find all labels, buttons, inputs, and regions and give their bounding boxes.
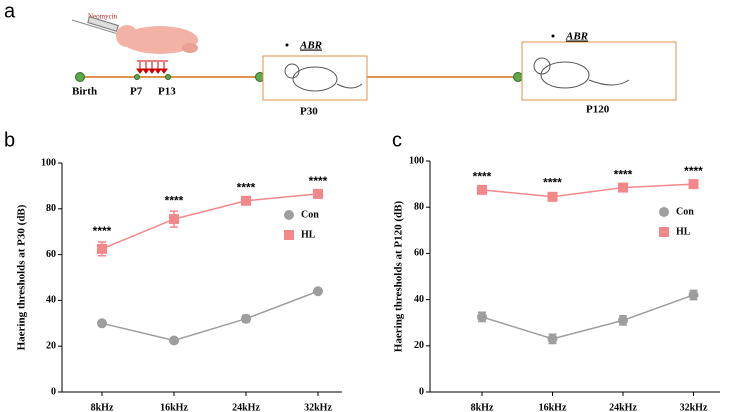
- y-tick-label: 40: [46, 295, 56, 306]
- x-tick-label: 16kHz: [539, 402, 567, 412]
- legend-marker: [284, 210, 294, 220]
- significance: ****: [473, 170, 492, 184]
- y-tick-label: 80: [46, 203, 56, 214]
- series-line: [481, 294, 694, 340]
- timeline-dots: [75, 72, 523, 82]
- pup: [116, 25, 198, 54]
- panel-label: c: [392, 129, 402, 151]
- legend-marker: [659, 207, 669, 217]
- significance: ****: [237, 181, 256, 195]
- bullet: [285, 43, 289, 47]
- marker: [618, 315, 628, 326]
- x-tick-label: 24kHz: [609, 402, 637, 412]
- panel-label: b: [4, 129, 15, 151]
- y-tick-label: 80: [414, 201, 424, 212]
- y-tick-label: 100: [409, 155, 424, 166]
- legend-marker: [659, 227, 669, 237]
- significance: ****: [684, 164, 703, 178]
- y-tick-label: 60: [46, 249, 56, 260]
- test-label: ABR: [299, 40, 322, 52]
- marker: [688, 179, 699, 190]
- marker: [688, 289, 699, 300]
- drug-label: Neomycin: [88, 13, 118, 21]
- test-box: [521, 41, 677, 101]
- marker: [618, 182, 628, 193]
- panel-label: a: [4, 0, 16, 22]
- marker: [477, 311, 487, 322]
- timepoint: Birth: [72, 86, 97, 98]
- significance: ****: [543, 176, 562, 190]
- x-tick-label: 8kHz: [91, 402, 114, 412]
- y-tick-label: 0: [51, 386, 56, 397]
- y-tick-label: 60: [414, 248, 424, 259]
- y-tick-label: 20: [46, 340, 56, 351]
- bullet: [551, 34, 555, 38]
- marker: [241, 313, 251, 324]
- series-line: [101, 193, 319, 250]
- legend-label: Con: [301, 209, 319, 220]
- marker: [97, 318, 107, 329]
- y-tick-label: 0: [419, 386, 424, 397]
- significance: ****: [165, 193, 184, 207]
- x-tick-label: 8kHz: [471, 402, 494, 412]
- y-axis-label: Haering thresholds at P120 (dB): [393, 200, 405, 352]
- timepoint: P7: [130, 86, 143, 98]
- x-tick-label: 32kHz: [304, 402, 332, 412]
- timepoint: P13: [158, 86, 176, 98]
- injection-arrows: [136, 60, 168, 74]
- marker: [241, 195, 251, 206]
- mouse: [533, 57, 630, 89]
- marker: [169, 335, 179, 346]
- significance: ****: [614, 167, 633, 181]
- marker: [313, 286, 323, 297]
- significance: ****: [93, 224, 112, 238]
- test-box: [262, 55, 368, 101]
- y-tick-label: 100: [41, 157, 56, 168]
- test-label: ABR: [565, 31, 588, 43]
- x-tick-label: 16kHz: [160, 402, 188, 412]
- legend-label: Con: [676, 206, 694, 217]
- test-age: P30: [300, 106, 318, 118]
- marker: [547, 333, 558, 344]
- marker: [477, 184, 487, 195]
- legend-marker: [284, 230, 294, 240]
- test-age: P120: [586, 104, 610, 116]
- series-line: [101, 290, 319, 342]
- legend-label: HL: [676, 226, 691, 237]
- y-tick-label: 20: [414, 340, 424, 351]
- y-axis-label: Haering thresholds at P30 (dB): [16, 204, 28, 350]
- marker: [313, 188, 323, 199]
- legend-label: HL: [301, 229, 316, 240]
- mouse: [284, 63, 363, 92]
- x-tick-label: 24kHz: [232, 402, 260, 412]
- significance: ****: [309, 174, 328, 188]
- x-tick-label: 32kHz: [680, 402, 708, 412]
- marker: [169, 214, 179, 225]
- marker: [547, 191, 558, 202]
- marker: [97, 243, 107, 254]
- y-tick-label: 40: [414, 294, 424, 305]
- series-line: [481, 183, 694, 198]
